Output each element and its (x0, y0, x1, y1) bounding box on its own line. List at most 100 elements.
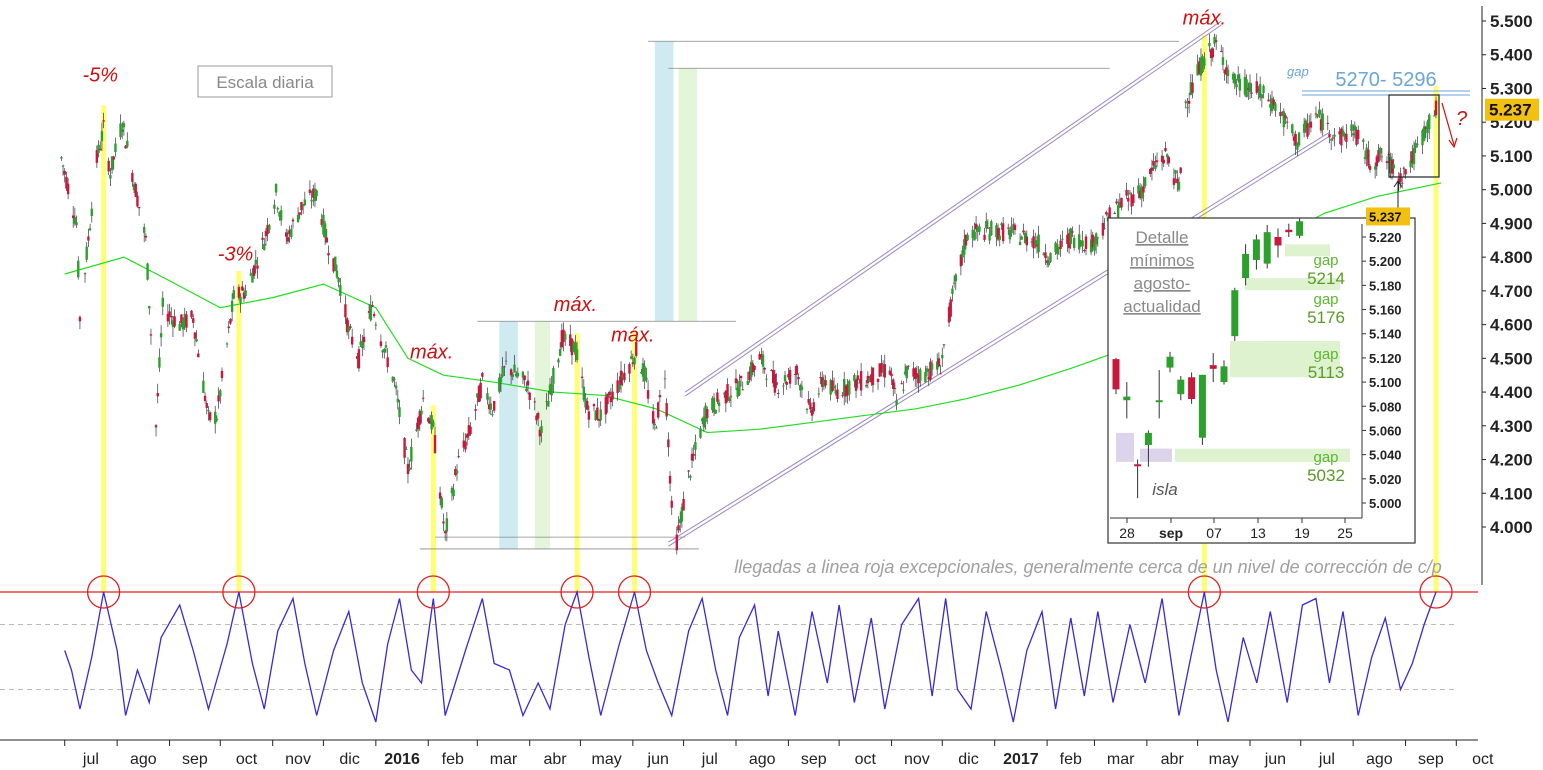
candle-body (440, 497, 443, 508)
candle-body (1331, 137, 1335, 139)
candle-body (846, 384, 849, 396)
candle-body (841, 395, 844, 397)
candle-body (252, 265, 256, 276)
candle-body (227, 326, 230, 329)
time-tick-label: sep (801, 751, 827, 768)
candle-body (1247, 87, 1250, 90)
candle-body (474, 409, 477, 411)
candle-body (322, 214, 325, 235)
candle-body (180, 314, 183, 324)
candle-body (1118, 201, 1122, 208)
candle-body (724, 390, 728, 404)
candle-body (1101, 222, 1105, 236)
candle-body (230, 300, 234, 312)
candle-body (207, 409, 210, 412)
candle-body (547, 400, 550, 407)
candle-body (450, 487, 454, 494)
candle-body (998, 235, 1001, 240)
candle-body (433, 435, 437, 454)
inset-candle-body (1123, 396, 1131, 401)
candle-body (1174, 170, 1177, 174)
candle-body (156, 393, 159, 397)
candle-body (611, 391, 614, 400)
candle-body (320, 219, 323, 225)
candle-body (112, 156, 115, 160)
candle-body (523, 375, 526, 381)
candle-body (658, 395, 662, 398)
candle-body (809, 402, 812, 410)
candle-body (817, 393, 821, 395)
candle-body (699, 428, 702, 438)
candle-body (557, 359, 560, 363)
price-tick-label: 4.500 (1490, 349, 1533, 368)
candle-body (102, 120, 105, 122)
candle-body (1236, 74, 1240, 81)
candle-body (645, 377, 648, 381)
candle-body (941, 354, 944, 359)
candle-body (263, 244, 266, 250)
candle-body (1296, 143, 1299, 150)
inset-time-label: 19 (1294, 525, 1310, 541)
red-line-touch-circles (86, 575, 1453, 609)
candle-body (907, 365, 910, 367)
candle-body (765, 378, 768, 380)
time-tick-label: sep (182, 751, 208, 768)
time-tick-label: ago (749, 751, 776, 768)
candle-body (312, 188, 315, 198)
candle-body (973, 231, 976, 241)
candle-body (868, 378, 871, 382)
candle-body (1389, 156, 1392, 174)
candle-body (1130, 194, 1133, 207)
candle-body (334, 256, 337, 271)
candle-body (1115, 201, 1118, 204)
channel-line (668, 131, 1330, 543)
candle-body (528, 392, 531, 400)
candle-body (1333, 134, 1336, 137)
candle-body (594, 411, 597, 421)
candle-body (498, 377, 501, 392)
time-tick-label: feb (1060, 751, 1082, 768)
price-tick-label: 4.100 (1490, 484, 1533, 503)
candle-body (1291, 124, 1294, 134)
candle-body (379, 341, 383, 347)
candle-body (653, 423, 657, 426)
candle-body (362, 336, 366, 343)
price-tick-label: 4.400 (1490, 383, 1533, 402)
inset-price-label: 5.000 (1369, 496, 1402, 511)
candle-body (917, 375, 920, 384)
candle-body (396, 398, 400, 403)
candle-body (442, 521, 445, 524)
candle-body (631, 362, 635, 365)
candle-body (391, 376, 394, 382)
candle-body (1037, 234, 1040, 253)
axes: 5.500 5.400 5.300 5.200 5.100 5.000 4.900 4.800… (0, 6, 1539, 768)
inset-price-label: 5.120 (1369, 351, 1402, 366)
candle-body (770, 369, 773, 372)
candle-body (903, 371, 907, 375)
candle-body (509, 369, 513, 376)
candle-body (455, 470, 459, 474)
candle-body (616, 380, 619, 393)
candle-body (1284, 115, 1287, 119)
candle-body (1280, 114, 1284, 116)
candle-body (241, 286, 244, 291)
candle-body (445, 518, 449, 532)
candle-body (623, 372, 626, 381)
candle-body (1367, 149, 1370, 166)
inset-candle-body (1166, 356, 1174, 368)
candle-body (974, 223, 978, 230)
candle-body (383, 348, 386, 353)
candle-body (964, 235, 968, 246)
candle-body (513, 364, 516, 373)
candle-body (986, 227, 990, 229)
touch-circle (560, 575, 594, 609)
inset-gap-area (1245, 278, 1340, 291)
candle-body (1260, 94, 1264, 99)
candle-body (692, 454, 695, 456)
candle-body (1044, 252, 1047, 258)
candle-body (1272, 99, 1275, 106)
candle-body (1258, 84, 1262, 98)
candle-body (787, 374, 790, 378)
candle-body (738, 380, 741, 395)
candle-body (939, 373, 942, 375)
